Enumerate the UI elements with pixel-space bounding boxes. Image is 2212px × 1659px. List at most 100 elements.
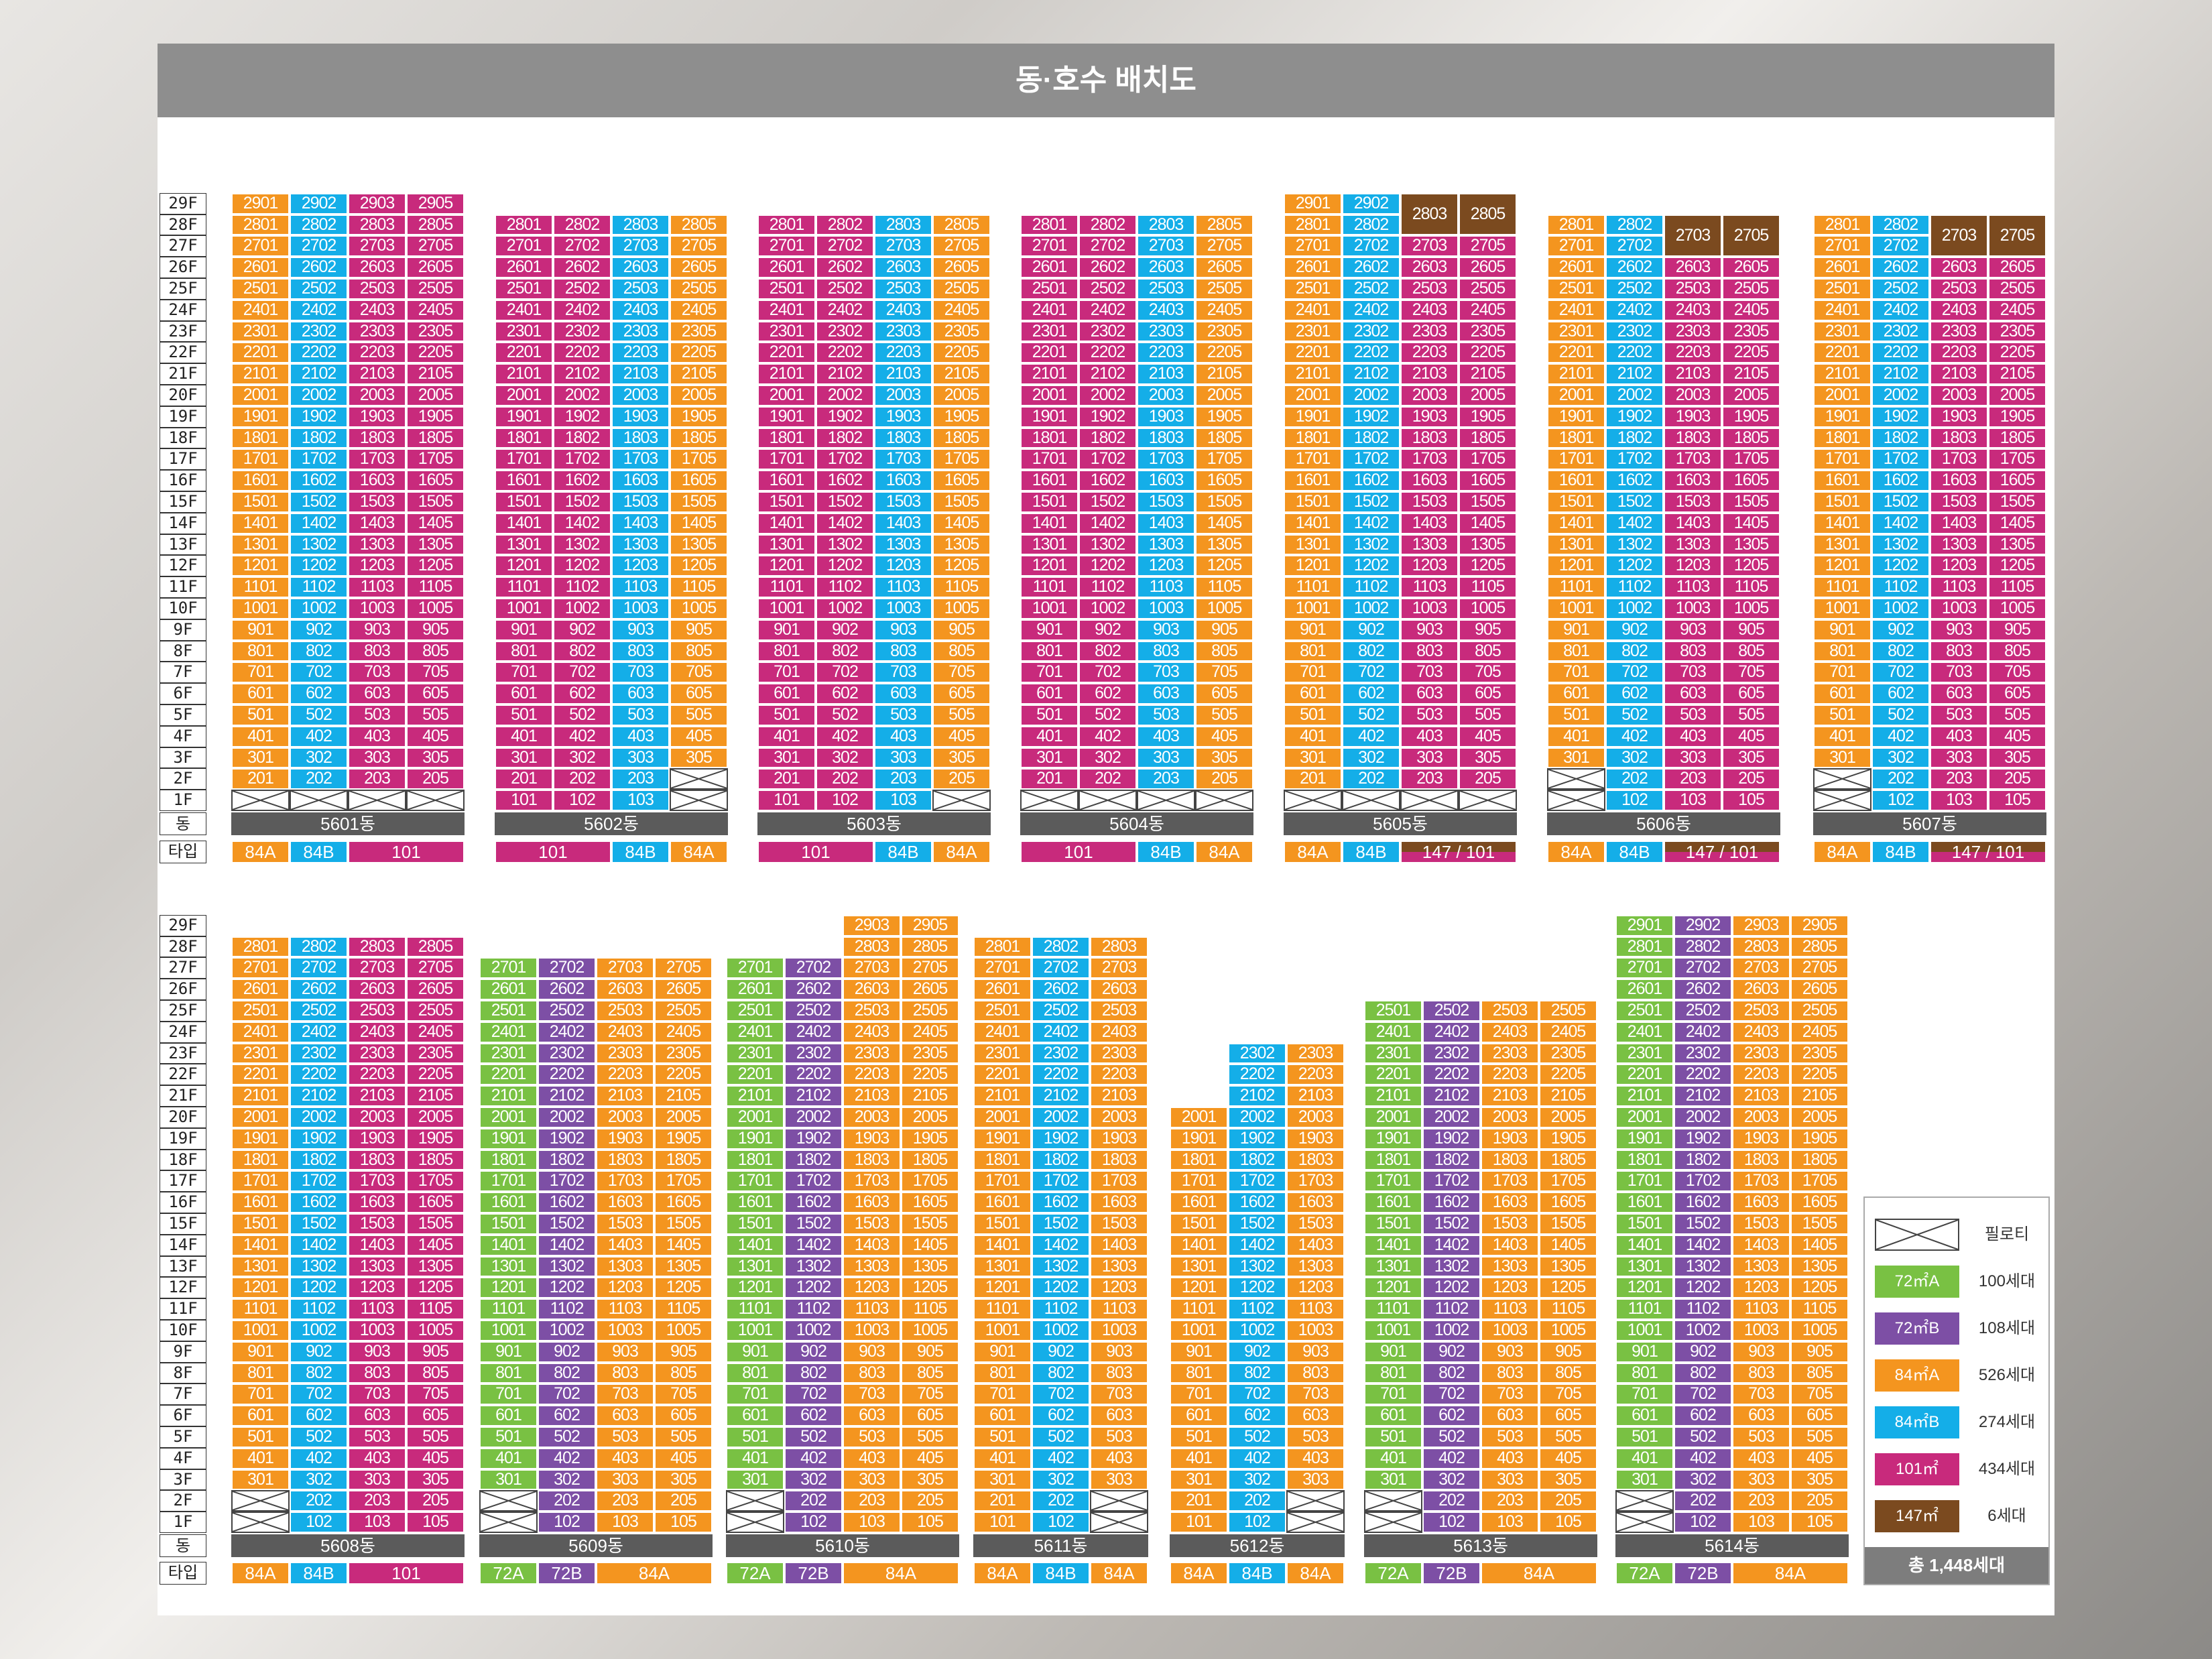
unit-cell[interactable]: 1703 xyxy=(1664,448,1722,471)
unit-cell[interactable]: 1401 xyxy=(726,1234,784,1256)
unit-cell[interactable]: 105 xyxy=(1539,1512,1597,1533)
unit-cell[interactable]: 2805 xyxy=(1195,214,1253,236)
unit-cell[interactable]: 403 xyxy=(1400,725,1459,747)
unit-cell[interactable]: 2501 xyxy=(495,278,553,300)
unit-cell[interactable]: 1103 xyxy=(1930,576,1988,598)
unit-cell[interactable]: 2705 xyxy=(406,957,465,979)
unit-cell[interactable]: 2001 xyxy=(757,385,816,406)
unit-cell[interactable]: 1705 xyxy=(901,1170,959,1192)
unit-cell[interactable]: 401 xyxy=(231,1447,290,1469)
unit-cell[interactable]: 2303 xyxy=(348,1042,406,1064)
unit-cell[interactable]: 2302 xyxy=(1674,1042,1732,1064)
unit-cell[interactable]: 2801 xyxy=(1020,214,1079,236)
unit-cell[interactable]: 1602 xyxy=(1674,1192,1732,1213)
unit-cell[interactable]: 1805 xyxy=(1790,1149,1849,1171)
unit-cell[interactable]: 1502 xyxy=(816,491,874,513)
unit-cell[interactable]: 2103 xyxy=(596,1085,654,1107)
unit-cell[interactable]: 1801 xyxy=(1547,427,1605,449)
unit-cell[interactable]: 502 xyxy=(784,1426,843,1448)
unit-cell[interactable]: 1603 xyxy=(596,1192,654,1213)
unit-cell[interactable]: 1701 xyxy=(1547,448,1605,471)
unit-cell[interactable]: 1601 xyxy=(231,470,290,491)
unit-cell[interactable]: 2603 xyxy=(611,257,670,278)
unit-cell[interactable]: 2301 xyxy=(1813,320,1871,343)
unit-cell[interactable]: 2303 xyxy=(1137,320,1195,343)
unit-cell[interactable]: 2503 xyxy=(1481,1000,1539,1022)
unit-cell[interactable]: 705 xyxy=(901,1384,959,1406)
unit-cell[interactable]: 2201 xyxy=(1020,342,1079,364)
unit-cell[interactable]: 2701 xyxy=(757,235,816,257)
unit-cell[interactable]: 601 xyxy=(973,1405,1032,1426)
unit-cell[interactable]: 1201 xyxy=(231,1277,290,1299)
unit-cell[interactable]: 301 xyxy=(231,747,290,769)
unit-cell[interactable]: 2105 xyxy=(1539,1085,1597,1107)
unit-cell[interactable]: 2701 xyxy=(973,957,1032,979)
unit-cell[interactable]: 1301 xyxy=(1547,534,1605,556)
unit-cell[interactable]: 1203 xyxy=(1090,1277,1148,1299)
unit-cell[interactable]: 1505 xyxy=(932,491,991,513)
unit-cell[interactable]: 1402 xyxy=(1605,512,1664,534)
unit-cell[interactable]: 1202 xyxy=(784,1277,843,1299)
unit-cell[interactable]: 805 xyxy=(1722,640,1780,662)
unit-cell[interactable]: 1102 xyxy=(1079,576,1137,598)
unit-cell[interactable]: 802 xyxy=(553,640,611,662)
unit-cell[interactable]: 901 xyxy=(231,619,290,641)
unit-cell[interactable]: 1402 xyxy=(553,512,611,534)
unit-cell[interactable]: 1001 xyxy=(479,1320,538,1341)
unit-cell[interactable]: 905 xyxy=(670,619,728,641)
unit-cell[interactable]: 401 xyxy=(1547,725,1605,747)
unit-cell[interactable]: 2701 xyxy=(1547,235,1605,257)
unit-cell[interactable]: 2701 xyxy=(726,957,784,979)
unit-cell[interactable]: 1003 xyxy=(843,1320,901,1341)
unit-cell[interactable]: 1005 xyxy=(406,598,465,619)
unit-cell[interactable]: 1601 xyxy=(231,1192,290,1213)
unit-cell[interactable]: 2705 xyxy=(1988,214,2046,257)
unit-cell[interactable]: 2005 xyxy=(654,1107,713,1128)
unit-cell[interactable]: 605 xyxy=(406,683,465,704)
unit-cell[interactable]: 701 xyxy=(231,662,290,684)
unit-cell[interactable]: 1705 xyxy=(1722,448,1780,471)
unit-cell[interactable]: 303 xyxy=(348,747,406,769)
unit-cell[interactable]: 203 xyxy=(611,768,670,790)
unit-cell[interactable]: 2602 xyxy=(1079,257,1137,278)
unit-cell[interactable]: 203 xyxy=(1930,768,1988,790)
unit-cell[interactable]: 1803 xyxy=(843,1149,901,1171)
unit-cell[interactable]: 1905 xyxy=(1195,406,1253,428)
unit-cell[interactable]: 905 xyxy=(932,619,991,641)
unit-cell[interactable]: 1205 xyxy=(1195,555,1253,577)
unit-cell[interactable]: 702 xyxy=(290,662,348,684)
unit-cell[interactable]: 2403 xyxy=(1090,1021,1148,1043)
unit-cell[interactable]: 2605 xyxy=(1722,257,1780,278)
unit-cell[interactable]: 1902 xyxy=(1674,1127,1732,1150)
unit-cell[interactable]: 2501 xyxy=(1364,1000,1422,1022)
unit-cell[interactable]: 501 xyxy=(1813,704,1871,726)
unit-cell[interactable]: 2405 xyxy=(1539,1021,1597,1043)
unit-cell[interactable]: 402 xyxy=(1032,1447,1090,1469)
unit-cell[interactable]: 505 xyxy=(1790,1426,1849,1448)
unit-cell[interactable]: 1403 xyxy=(611,512,670,534)
unit-cell[interactable]: 301 xyxy=(1813,747,1871,769)
unit-cell[interactable]: 2103 xyxy=(1930,363,1988,385)
unit-cell[interactable]: 1203 xyxy=(611,555,670,577)
unit-cell[interactable]: 703 xyxy=(611,662,670,684)
unit-cell[interactable]: 903 xyxy=(1732,1341,1790,1363)
unit-cell[interactable]: 1705 xyxy=(406,448,465,471)
unit-cell[interactable]: 1601 xyxy=(757,470,816,491)
unit-cell[interactable]: 2603 xyxy=(1137,257,1195,278)
unit-cell[interactable]: 702 xyxy=(538,1384,596,1406)
unit-cell[interactable]: 2505 xyxy=(406,278,465,300)
unit-cell[interactable]: 2303 xyxy=(348,320,406,343)
unit-cell[interactable]: 301 xyxy=(495,747,553,769)
unit-cell[interactable]: 203 xyxy=(874,768,932,790)
unit-cell[interactable]: 502 xyxy=(816,704,874,726)
unit-cell[interactable]: 401 xyxy=(1284,725,1342,747)
unit-cell[interactable]: 2602 xyxy=(1674,979,1732,1000)
unit-cell[interactable]: 2701 xyxy=(231,235,290,257)
unit-cell[interactable]: 2602 xyxy=(538,979,596,1000)
unit-cell[interactable]: 801 xyxy=(1615,1362,1674,1384)
unit-cell[interactable]: 302 xyxy=(784,1469,843,1491)
unit-cell[interactable]: 403 xyxy=(843,1447,901,1469)
unit-cell[interactable]: 2102 xyxy=(1342,363,1400,385)
unit-cell[interactable]: 303 xyxy=(611,747,670,769)
unit-cell[interactable]: 1003 xyxy=(596,1320,654,1341)
